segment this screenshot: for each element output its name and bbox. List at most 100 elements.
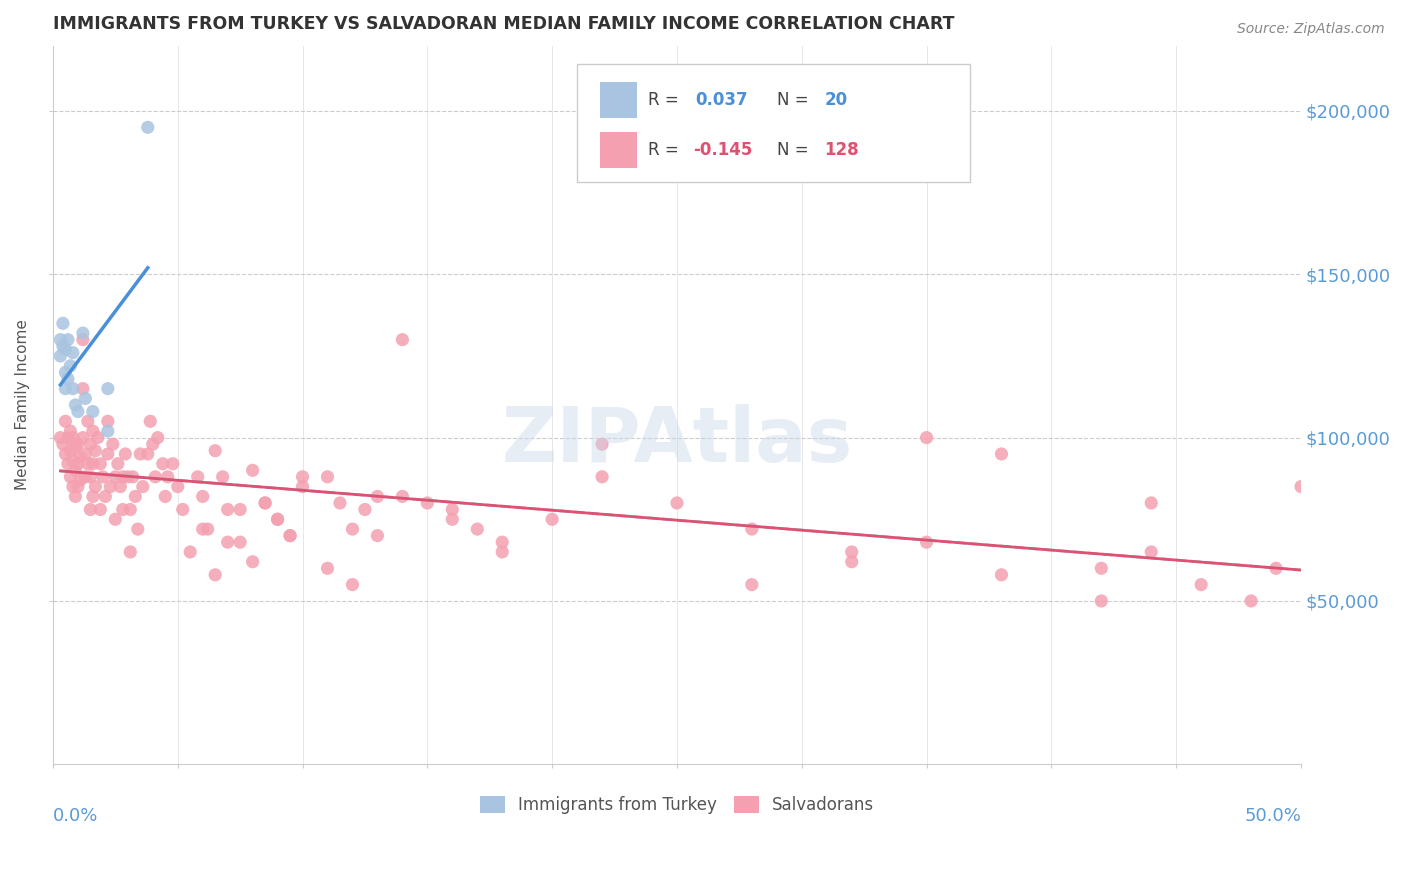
Point <box>94 490 117 504</box>
Point <box>316 470 339 484</box>
Point <box>217 502 239 516</box>
Text: 0.037: 0.037 <box>696 91 748 109</box>
Point <box>59 470 82 484</box>
Point <box>49 333 72 347</box>
Point <box>1289 480 1312 494</box>
Point <box>391 333 413 347</box>
Point <box>841 555 863 569</box>
Legend: Immigrants from Turkey, Salvadorans: Immigrants from Turkey, Salvadorans <box>474 789 880 821</box>
Point <box>491 535 513 549</box>
Point <box>915 535 938 549</box>
Point <box>65 463 87 477</box>
Point <box>84 480 107 494</box>
Point <box>49 349 72 363</box>
Point <box>990 447 1012 461</box>
Point <box>97 424 120 438</box>
Point <box>136 120 159 135</box>
Point <box>291 480 314 494</box>
Point <box>129 447 152 461</box>
Point <box>441 512 464 526</box>
Point <box>66 437 89 451</box>
Text: -0.145: -0.145 <box>693 141 752 159</box>
Point <box>89 457 111 471</box>
Point <box>55 343 77 357</box>
Point <box>142 437 165 451</box>
Point <box>82 490 104 504</box>
Point <box>172 502 194 516</box>
Point <box>143 470 166 484</box>
Text: 20: 20 <box>824 91 848 109</box>
Point <box>59 443 82 458</box>
Point <box>1240 594 1263 608</box>
Point <box>187 470 209 484</box>
Point <box>391 490 413 504</box>
Point <box>416 496 439 510</box>
Point <box>101 437 124 451</box>
Point <box>52 437 75 451</box>
Point <box>204 443 226 458</box>
Point <box>162 457 184 471</box>
Point <box>65 398 87 412</box>
Point <box>591 437 613 451</box>
Point <box>329 496 352 510</box>
Text: R =: R = <box>648 91 685 109</box>
Point <box>441 502 464 516</box>
Point <box>156 470 179 484</box>
Point <box>110 480 132 494</box>
Point <box>49 431 72 445</box>
Point <box>366 490 388 504</box>
Point <box>1090 594 1112 608</box>
Bar <box>599 132 637 168</box>
Point <box>82 457 104 471</box>
Point <box>741 522 763 536</box>
Point <box>55 414 77 428</box>
Point <box>111 502 134 516</box>
Point <box>366 528 388 542</box>
Point <box>841 545 863 559</box>
Point <box>65 441 87 455</box>
Text: N =: N = <box>776 141 814 159</box>
Point <box>591 470 613 484</box>
Point <box>62 431 84 445</box>
Point <box>59 424 82 438</box>
Point <box>242 463 264 477</box>
Point <box>66 457 89 471</box>
Text: N =: N = <box>776 91 814 109</box>
Point <box>266 512 288 526</box>
Point <box>127 522 149 536</box>
Point <box>120 502 142 516</box>
Point <box>66 404 89 418</box>
Point <box>82 404 104 418</box>
Point <box>121 470 143 484</box>
Y-axis label: Median Family Income: Median Family Income <box>15 319 30 491</box>
Point <box>211 470 233 484</box>
Point <box>254 496 277 510</box>
Point <box>55 365 77 379</box>
Text: 50.0%: 50.0% <box>1244 807 1301 825</box>
Point <box>1140 545 1163 559</box>
Bar <box>599 81 637 118</box>
Point <box>120 545 142 559</box>
Point <box>741 577 763 591</box>
Point <box>79 470 101 484</box>
Point <box>152 457 174 471</box>
Point <box>491 545 513 559</box>
Point <box>52 316 75 330</box>
Point <box>75 392 97 406</box>
Text: IMMIGRANTS FROM TURKEY VS SALVADORAN MEDIAN FAMILY INCOME CORRELATION CHART: IMMIGRANTS FROM TURKEY VS SALVADORAN MED… <box>53 15 955 33</box>
Point <box>75 470 97 484</box>
Point <box>72 382 94 396</box>
Point <box>1189 577 1212 591</box>
Point <box>242 555 264 569</box>
Point <box>97 414 120 428</box>
Point <box>139 414 162 428</box>
Point <box>136 447 159 461</box>
Point <box>117 470 139 484</box>
Point <box>665 496 688 510</box>
Point <box>56 431 79 445</box>
Point <box>72 431 94 445</box>
Point <box>75 447 97 461</box>
Point <box>191 522 214 536</box>
Point <box>76 414 98 428</box>
Point <box>104 470 127 484</box>
